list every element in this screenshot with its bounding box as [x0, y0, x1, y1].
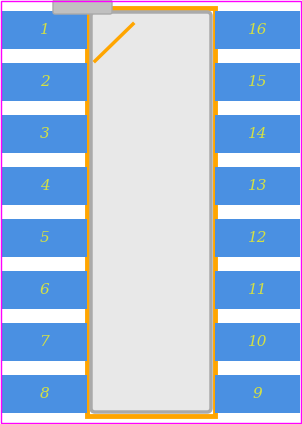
- Bar: [215, 167, 300, 205]
- Bar: [2, 167, 87, 205]
- Bar: [2, 219, 87, 257]
- Bar: [215, 63, 300, 101]
- Bar: [87, 8, 215, 416]
- Bar: [2, 115, 87, 153]
- Text: 7: 7: [40, 335, 49, 349]
- Text: 2: 2: [40, 75, 49, 89]
- Text: 13: 13: [248, 179, 267, 193]
- Text: 10: 10: [248, 335, 267, 349]
- Text: 16: 16: [248, 23, 267, 37]
- Bar: [2, 63, 87, 101]
- Bar: [215, 375, 300, 413]
- Text: 4: 4: [40, 179, 49, 193]
- Text: 11: 11: [248, 283, 267, 297]
- Text: 5: 5: [40, 231, 49, 245]
- Bar: [215, 323, 300, 361]
- Bar: [2, 11, 87, 49]
- Text: 15: 15: [248, 75, 267, 89]
- Text: 6: 6: [40, 283, 49, 297]
- FancyBboxPatch shape: [91, 12, 211, 412]
- Text: 9: 9: [253, 387, 262, 401]
- Text: 8: 8: [40, 387, 49, 401]
- Text: 12: 12: [248, 231, 267, 245]
- Text: 1: 1: [40, 23, 49, 37]
- Text: 14: 14: [248, 127, 267, 141]
- Bar: [215, 11, 300, 49]
- Text: 3: 3: [40, 127, 49, 141]
- Bar: [215, 115, 300, 153]
- Bar: [2, 375, 87, 413]
- Bar: [215, 219, 300, 257]
- Bar: [2, 271, 87, 309]
- Bar: [215, 271, 300, 309]
- Bar: [2, 323, 87, 361]
- FancyBboxPatch shape: [53, 0, 112, 14]
